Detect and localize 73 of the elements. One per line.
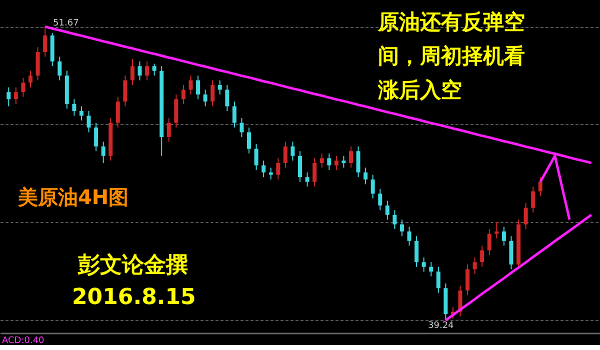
candlestick [116,96,120,128]
candlestick [130,58,134,86]
candlestick [174,94,178,128]
candlestick [101,141,106,164]
candlestick [58,56,62,81]
candlestick [145,60,150,81]
candlestick [305,172,310,188]
candlestick [392,210,397,230]
candlestick [385,200,390,220]
candlestick [36,46,40,81]
candlestick [298,150,302,182]
candlestick [320,153,324,168]
candlestick [79,106,84,121]
annotation: 美原油4H图 [17,185,129,209]
candlestick [312,158,317,188]
candlestick [218,80,222,95]
candlestick [152,63,156,76]
candlestick [370,174,375,199]
candlestick [14,86,18,104]
candlestick [6,86,11,107]
candlestick [188,75,193,95]
candlestick [480,245,484,268]
candlestick [283,141,288,168]
annotation: 39.24 [428,321,454,331]
candlestick [203,89,208,107]
candlestick [400,219,404,237]
candlestick [123,75,128,107]
candlestick [378,188,382,211]
candlestick [524,202,528,230]
candlestick [494,222,499,240]
annotation: 2016.8.15 [72,285,196,310]
candlestick [181,84,186,104]
candlestick [225,84,230,112]
candlestick [240,118,244,138]
text: ACD:0.40 [2,336,45,346]
candlestick [43,26,48,58]
candlestick [94,122,98,152]
annotation: 彭文论金撰 [77,252,188,278]
candlestick [86,110,91,133]
candlestick [502,226,506,246]
candlestick [72,98,76,116]
candlestick [268,167,273,180]
annotation: 51.67 [53,18,79,29]
text: 原油还有反弹空间，周初择机看涨后入空 [377,10,525,102]
candlestick [327,153,332,171]
candlestick [414,236,419,268]
candlestick [429,262,434,277]
candlestick [348,146,353,168]
candlestick [436,266,440,294]
candlestick [196,75,200,100]
candlestick [232,101,236,128]
candlestick [472,256,477,274]
candlestick [538,176,542,197]
candlestick [28,70,32,88]
candlestick [509,236,514,270]
candlestick [466,264,470,296]
candlestick [276,158,280,180]
candlestick [342,155,346,168]
candlestick [138,60,142,81]
candlestick [21,77,26,98]
candlestick [247,127,252,154]
candlestick [262,160,266,178]
candlestick [334,155,338,171]
candlestick [407,226,412,246]
candlestick [356,146,360,178]
candlestick [531,186,536,214]
candlestick [422,256,426,272]
candlestick [210,80,215,107]
candlestick [290,141,295,162]
candlestick [254,144,258,171]
candlestick [364,167,368,185]
candlestick [166,118,171,142]
candlestick [487,228,492,256]
